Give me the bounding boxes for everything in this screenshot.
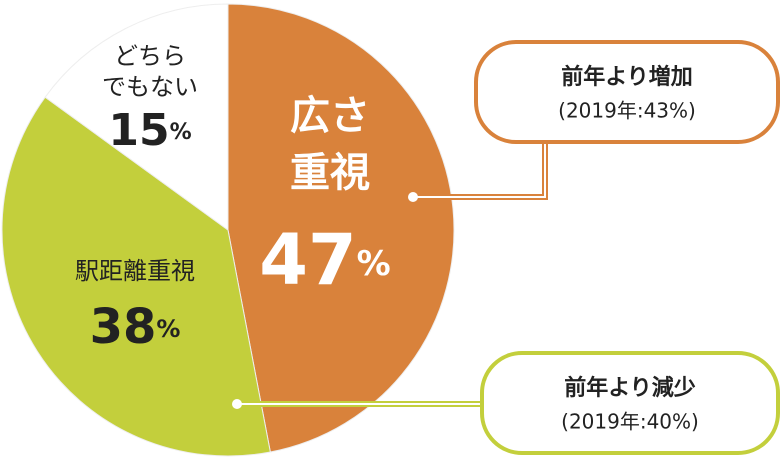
value-label: 47%	[259, 219, 391, 301]
value-unit: %	[170, 120, 192, 145]
slice-label: 駅距離重視	[75, 257, 195, 285]
callout-dot	[408, 192, 418, 202]
value-number: 47	[259, 219, 356, 301]
slice-label: 重視	[290, 150, 370, 196]
slice-label: 広さ	[290, 93, 370, 139]
value-label: 38%	[90, 299, 181, 355]
callout-title: 前年より増加	[561, 64, 693, 90]
callout-box	[480, 351, 780, 455]
callout-connector-inner	[413, 142, 546, 198]
callout-box	[474, 40, 780, 144]
callout-title: 前年より減少	[564, 375, 696, 401]
pie-slice	[227, 3, 455, 453]
pie-slice	[1, 96, 271, 457]
value-label: 15%	[108, 105, 191, 156]
slice-label: でもない	[102, 73, 198, 101]
slice-label: どちら	[114, 42, 186, 70]
callout-dot	[232, 399, 242, 409]
value-unit: %	[156, 315, 180, 343]
value-unit: %	[357, 244, 391, 284]
callout-note: (2019年:43%)	[558, 99, 696, 123]
callout-note: (2019年:40%)	[561, 410, 699, 434]
value-number: 15	[108, 105, 169, 156]
pie-slice	[44, 3, 229, 231]
value-number: 38	[90, 299, 157, 355]
